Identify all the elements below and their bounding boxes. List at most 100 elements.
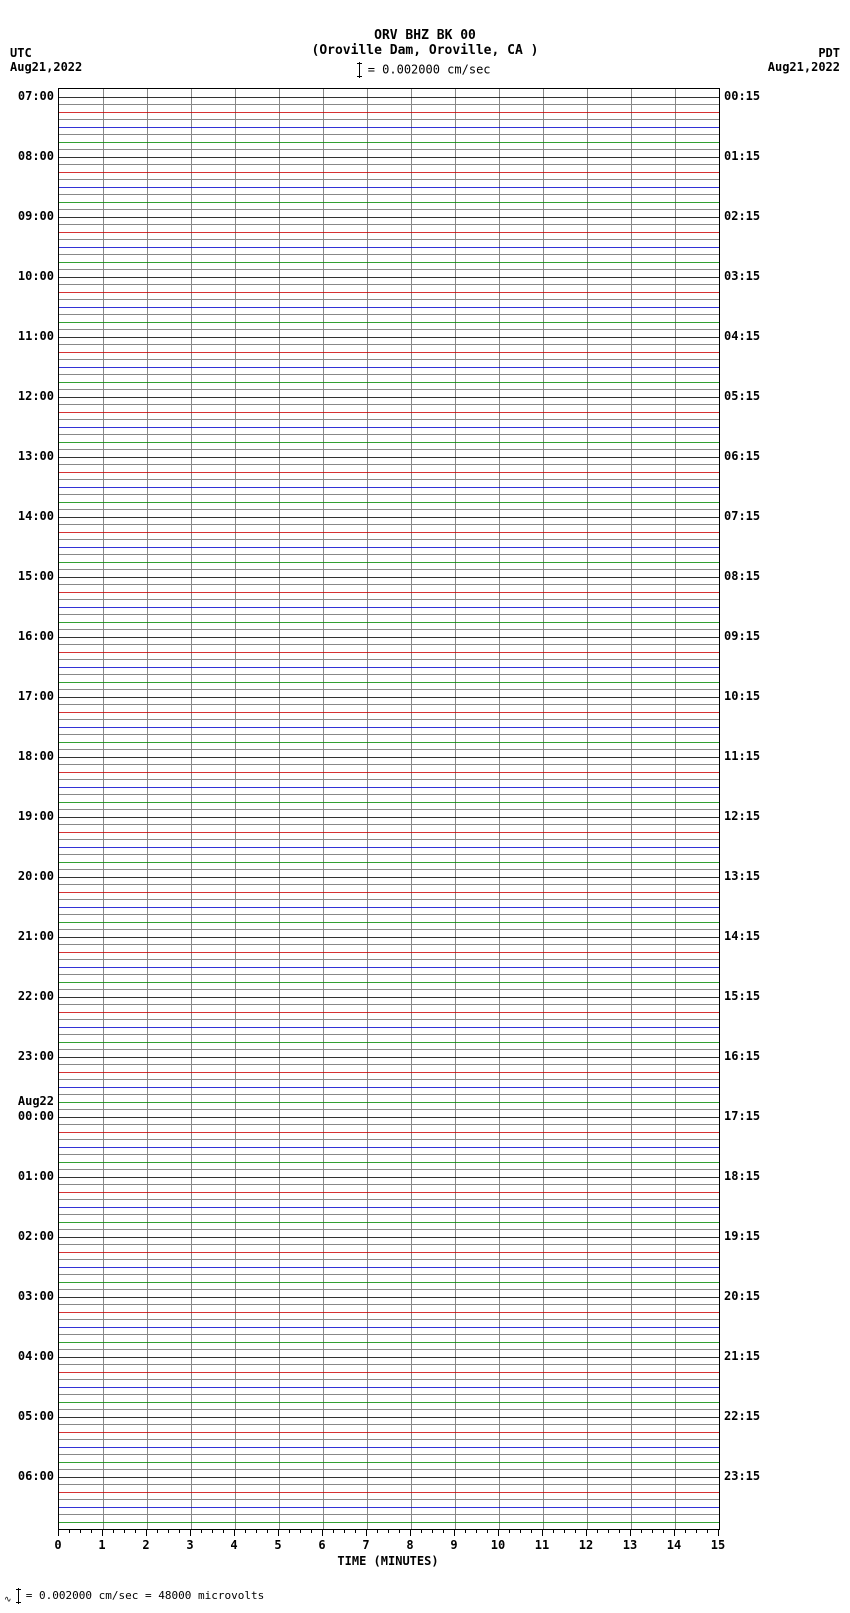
x-tick-minor [113, 1530, 114, 1533]
seismic-trace [59, 1042, 719, 1043]
seismic-trace [59, 952, 719, 953]
seismic-trace [59, 367, 719, 368]
seismic-trace [59, 592, 719, 593]
seismic-trace [59, 112, 719, 113]
seismic-trace [59, 382, 719, 383]
utc-time-label: 00:00 [6, 1109, 54, 1123]
seismic-trace [59, 532, 719, 533]
x-tick-minor [289, 1530, 290, 1533]
grid-horizontal [59, 1019, 719, 1020]
grid-horizontal [59, 1184, 719, 1185]
grid-horizontal [59, 794, 719, 795]
seismic-trace [59, 172, 719, 173]
utc-time-label: 16:00 [6, 629, 54, 643]
seismic-trace [59, 607, 719, 608]
grid-horizontal [59, 134, 719, 135]
x-tick-minor [69, 1530, 70, 1533]
seismic-trace [59, 922, 719, 923]
footer-prefix: ∿ [4, 1595, 12, 1605]
x-tick-major [718, 1530, 719, 1536]
seismic-trace [59, 397, 719, 398]
x-tick-minor [91, 1530, 92, 1533]
seismic-trace [59, 1312, 719, 1313]
grid-horizontal [59, 494, 719, 495]
grid-horizontal [59, 239, 719, 240]
utc-time-label: 02:00 [6, 1229, 54, 1243]
grid-horizontal [59, 224, 719, 225]
grid-horizontal [59, 1364, 719, 1365]
x-tick-minor [344, 1530, 345, 1533]
x-tick-major [674, 1530, 675, 1536]
x-tick-major [322, 1530, 323, 1536]
footer-text: = 0.002000 cm/sec = 48000 microvolts [26, 1589, 264, 1602]
pdt-time-label: 21:15 [724, 1349, 772, 1363]
helicorder-plot [58, 88, 720, 1530]
grid-horizontal [59, 1394, 719, 1395]
seismic-trace [59, 712, 719, 713]
grid-horizontal [59, 104, 719, 105]
pdt-time-label: 06:15 [724, 449, 772, 463]
pdt-time-label: 00:15 [724, 89, 772, 103]
utc-time-label: 06:00 [6, 1469, 54, 1483]
grid-horizontal [59, 869, 719, 870]
grid-horizontal [59, 719, 719, 720]
pdt-time-label: 07:15 [724, 509, 772, 523]
x-tick-minor [388, 1530, 389, 1533]
x-tick-minor [685, 1530, 686, 1533]
seismic-trace [59, 1132, 719, 1133]
grid-horizontal [59, 614, 719, 615]
utc-time-label: 13:00 [6, 449, 54, 463]
seismic-trace [59, 562, 719, 563]
grid-horizontal [59, 194, 719, 195]
grid-horizontal [59, 509, 719, 510]
pdt-time-label: 15:15 [724, 989, 772, 1003]
x-tick-minor [652, 1530, 653, 1533]
x-tick-label: 9 [450, 1538, 457, 1552]
x-tick-major [234, 1530, 235, 1536]
x-tick-label: 8 [406, 1538, 413, 1552]
seismic-trace [59, 877, 719, 878]
x-tick-minor [663, 1530, 664, 1533]
x-tick-minor [487, 1530, 488, 1533]
pdt-time-label: 13:15 [724, 869, 772, 883]
grid-horizontal [59, 149, 719, 150]
left-date: Aug21,2022 [10, 60, 82, 74]
utc-time-label: 09:00 [6, 209, 54, 223]
grid-horizontal [59, 1349, 719, 1350]
seismic-trace [59, 1102, 719, 1103]
scale-text: = 0.002000 cm/sec [368, 63, 491, 77]
x-tick-label: 10 [491, 1538, 505, 1552]
pdt-time-label: 10:15 [724, 689, 772, 703]
utc-time-label: 22:00 [6, 989, 54, 1003]
grid-horizontal [59, 989, 719, 990]
seismic-trace [59, 1492, 719, 1493]
x-tick-minor [641, 1530, 642, 1533]
seismic-trace [59, 1222, 719, 1223]
station-subtitle: (Oroville Dam, Oroville, CA ) [0, 43, 850, 58]
grid-horizontal [59, 1004, 719, 1005]
seismic-trace [59, 1162, 719, 1163]
seismic-trace [59, 442, 719, 443]
seismic-trace [59, 652, 719, 653]
pdt-time-label: 14:15 [724, 929, 772, 943]
grid-horizontal [59, 1304, 719, 1305]
grid-horizontal [59, 1334, 719, 1335]
x-tick-minor [564, 1530, 565, 1533]
grid-horizontal [59, 419, 719, 420]
grid-horizontal [59, 1124, 719, 1125]
grid-horizontal [59, 1289, 719, 1290]
grid-horizontal [59, 1079, 719, 1080]
grid-horizontal [59, 1064, 719, 1065]
x-tick-minor [377, 1530, 378, 1533]
seismic-trace [59, 637, 719, 638]
seismic-trace [59, 727, 719, 728]
grid-horizontal [59, 1424, 719, 1425]
grid-horizontal [59, 1469, 719, 1470]
station-title: ORV BHZ BK 00 [0, 0, 850, 43]
seismic-trace [59, 1522, 719, 1523]
grid-horizontal [59, 1154, 719, 1155]
grid-horizontal [59, 1049, 719, 1050]
x-tick-minor [608, 1530, 609, 1533]
seismic-trace [59, 832, 719, 833]
seismic-trace [59, 1027, 719, 1028]
